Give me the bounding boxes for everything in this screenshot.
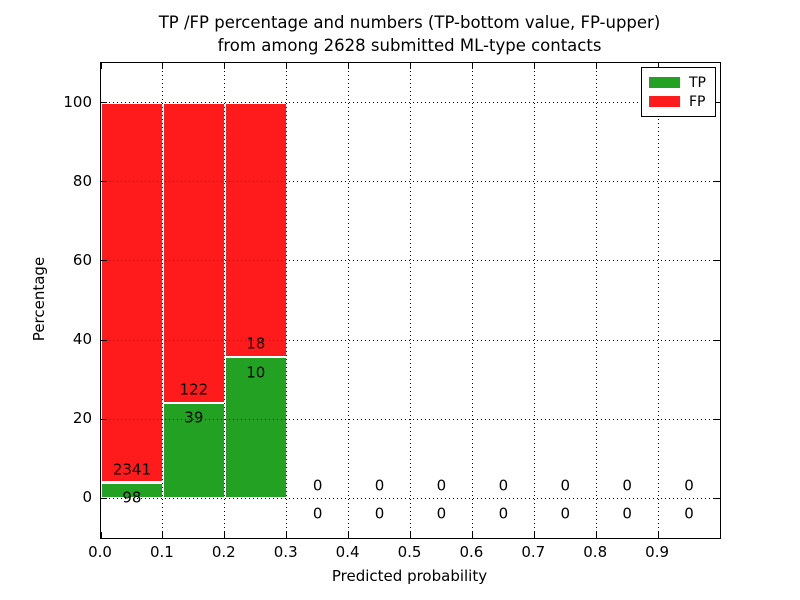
gridline-x-0.9 bbox=[657, 63, 659, 538]
bar-tp-segment bbox=[162, 402, 225, 499]
bar-fp-segment bbox=[162, 102, 225, 403]
gridline-x-0.7 bbox=[533, 63, 535, 538]
tick-x-top bbox=[162, 63, 164, 69]
x-tick-label: 0.4 bbox=[335, 543, 360, 561]
legend-label-fp: FP bbox=[689, 93, 706, 110]
tp-count-label: 0 bbox=[560, 504, 571, 523]
chart-title-line2: from among 2628 submitted ML-type contac… bbox=[217, 36, 602, 55]
y-axis-label: Percentage bbox=[30, 256, 48, 342]
tp-count-label: 98 bbox=[122, 488, 142, 507]
fp-count-label: 0 bbox=[684, 476, 694, 495]
tick-x-top bbox=[595, 63, 597, 69]
y-tick-label: 80 bbox=[72, 171, 92, 190]
tp-count-label: 0 bbox=[622, 504, 632, 523]
fp-count-label: 0 bbox=[560, 476, 571, 495]
y-tick-label: 100 bbox=[63, 92, 92, 111]
tick-y-left bbox=[101, 102, 107, 104]
tick-y-right bbox=[714, 181, 720, 183]
legend: TP FP bbox=[641, 67, 716, 117]
fp-count-label: 0 bbox=[374, 476, 385, 495]
gridline-x-0.5 bbox=[410, 63, 411, 538]
tick-x-bottom bbox=[595, 532, 597, 538]
tick-x-top bbox=[286, 63, 288, 69]
y-tick-label: 0 bbox=[82, 488, 92, 507]
tp-count-label: 10 bbox=[246, 363, 266, 382]
gridline-x-0.4 bbox=[348, 63, 350, 538]
legend-entry-fp: FP bbox=[649, 92, 706, 111]
plot-area: TP FP 2341 98 122 39 18 10 0 0 0 0 0 0 0 0 0 0 0 0 0 0 bbox=[100, 62, 721, 539]
x-tick-label: 0.7 bbox=[521, 543, 546, 561]
fp-count-label: 122 bbox=[179, 380, 209, 399]
tick-x-top bbox=[471, 63, 473, 69]
tp-count-label: 0 bbox=[498, 504, 509, 523]
fp-count-label: 0 bbox=[312, 476, 323, 495]
x-tick-label: 0.3 bbox=[273, 543, 298, 561]
legend-entry-tp: TP bbox=[649, 73, 706, 92]
tick-x-bottom bbox=[286, 532, 288, 538]
x-tick-label: 0.1 bbox=[149, 543, 174, 561]
chart-title: TP /FP percentage and numbers (TP-bottom… bbox=[100, 11, 719, 57]
tick-x-bottom bbox=[162, 532, 164, 538]
x-tick-label: 0.6 bbox=[459, 543, 484, 561]
tick-x-bottom bbox=[100, 532, 102, 538]
tp-count-label: 0 bbox=[374, 504, 385, 523]
tick-x-bottom bbox=[657, 532, 659, 538]
gridline-x-0.8 bbox=[595, 63, 597, 538]
tick-y-left bbox=[101, 339, 107, 341]
tick-y-left bbox=[101, 497, 107, 499]
gridline-x-0.3 bbox=[286, 63, 288, 538]
x-tick-label: 0.8 bbox=[583, 543, 608, 561]
fp-count-label: 0 bbox=[436, 476, 447, 495]
x-axis-label: Predicted probability bbox=[331, 567, 488, 585]
x-tick-label: 0.0 bbox=[88, 543, 112, 561]
tick-y-right bbox=[714, 102, 720, 104]
tick-x-top bbox=[348, 63, 350, 69]
tick-y-right bbox=[714, 418, 720, 420]
tick-y-left bbox=[101, 260, 107, 262]
bar-fp-segment bbox=[101, 102, 163, 483]
gridline-x-0.2 bbox=[224, 63, 226, 538]
tick-x-bottom bbox=[533, 532, 535, 538]
tick-x-top bbox=[224, 63, 226, 69]
bar-fp-segment bbox=[224, 102, 287, 358]
tick-y-right bbox=[714, 260, 720, 262]
fp-count-label: 2341 bbox=[112, 460, 152, 479]
bar-tp-segment bbox=[224, 357, 287, 499]
legend-swatch-fp-icon bbox=[649, 96, 680, 107]
tick-x-top bbox=[410, 63, 411, 69]
tick-y-left bbox=[101, 181, 107, 183]
x-tick-label: 0.2 bbox=[211, 543, 236, 561]
tick-x-bottom bbox=[348, 532, 350, 538]
gridline-x-0.6 bbox=[471, 63, 473, 538]
y-tick-label: 20 bbox=[72, 409, 92, 428]
tp-count-label: 0 bbox=[436, 504, 447, 523]
fp-count-label: 18 bbox=[246, 334, 266, 353]
x-tick-label: 0.5 bbox=[397, 543, 422, 561]
fp-count-label: 0 bbox=[498, 476, 509, 495]
fp-count-label: 0 bbox=[622, 476, 632, 495]
tick-y-right bbox=[714, 339, 720, 341]
tick-x-top bbox=[533, 63, 535, 69]
chart-title-line1: TP /FP percentage and numbers (TP-bottom… bbox=[158, 13, 661, 32]
y-tick-label: 60 bbox=[72, 250, 92, 269]
tick-x-top bbox=[100, 63, 102, 69]
gridline-x-0.1 bbox=[162, 63, 164, 538]
tick-x-bottom bbox=[471, 532, 473, 538]
y-tick-label: 40 bbox=[72, 330, 92, 349]
tp-count-label: 0 bbox=[684, 504, 694, 523]
tick-y-left bbox=[101, 418, 107, 420]
tick-x-bottom bbox=[410, 532, 411, 538]
tick-x-top bbox=[657, 63, 659, 69]
legend-label-tp: TP bbox=[689, 74, 706, 91]
tp-count-label: 39 bbox=[184, 408, 204, 427]
legend-swatch-tp-icon bbox=[649, 77, 680, 88]
tick-y-right bbox=[714, 497, 720, 499]
x-tick-label: 0.9 bbox=[645, 543, 670, 561]
tp-count-label: 0 bbox=[312, 504, 323, 523]
tick-x-bottom bbox=[224, 532, 226, 538]
